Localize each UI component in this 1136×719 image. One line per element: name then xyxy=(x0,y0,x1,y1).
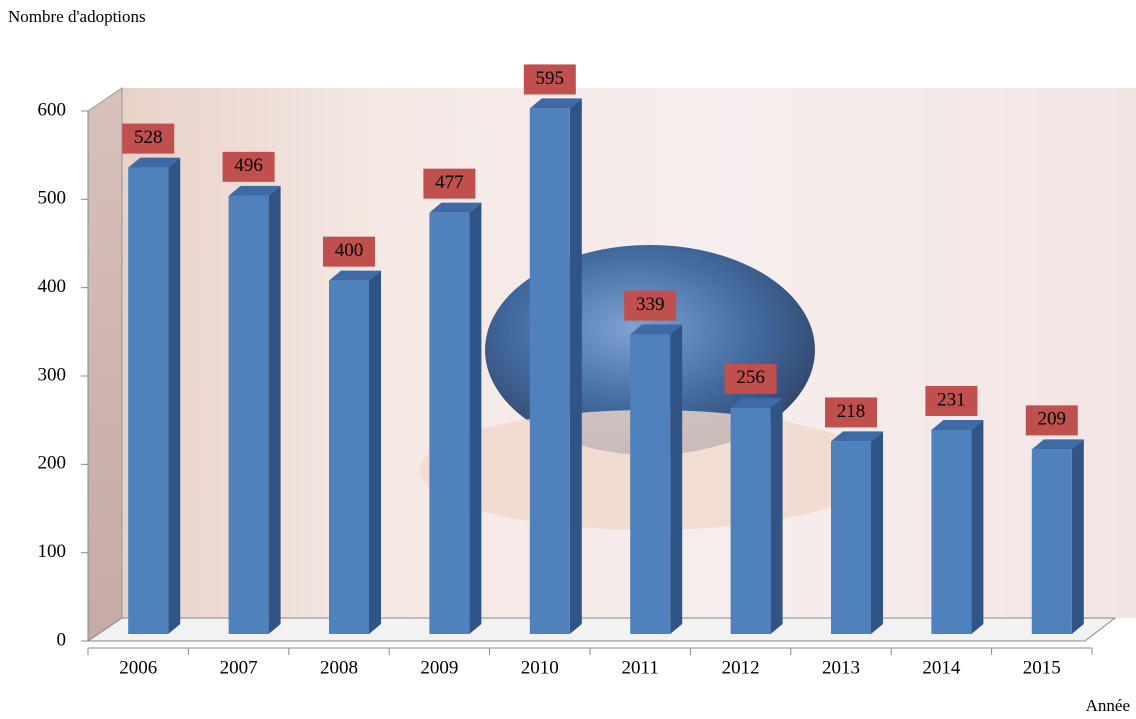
value-label: 528 xyxy=(134,127,163,148)
x-tick-label: 2008 xyxy=(320,657,358,678)
value-label: 477 xyxy=(435,172,464,193)
value-label: 256 xyxy=(736,367,765,388)
bar-side xyxy=(268,185,281,634)
value-label: 595 xyxy=(536,68,565,89)
bar-side xyxy=(569,98,582,634)
x-tick-label: 2010 xyxy=(521,657,559,678)
value-label-box xyxy=(925,385,978,416)
bar xyxy=(128,167,169,634)
bar xyxy=(931,429,972,634)
value-label: 496 xyxy=(234,155,263,176)
bar-top xyxy=(831,431,883,442)
y-tick-label: 200 xyxy=(38,453,67,474)
x-tick-label: 2009 xyxy=(420,657,458,678)
bar xyxy=(831,441,871,634)
bar-top xyxy=(931,419,984,430)
bar xyxy=(329,280,369,634)
x-tick-label: 2013 xyxy=(822,657,860,678)
bar-top xyxy=(228,185,281,196)
bar xyxy=(228,195,269,634)
y-tick-label: 600 xyxy=(38,99,67,120)
bar xyxy=(730,407,771,634)
bar-top xyxy=(329,270,381,281)
value-label-box xyxy=(624,290,677,321)
value-label-box xyxy=(523,64,576,95)
y-tick-label: 100 xyxy=(38,541,67,562)
bar xyxy=(429,212,470,634)
value-label-box xyxy=(1025,405,1078,436)
value-label-box xyxy=(222,151,275,182)
y-tick-label: 400 xyxy=(38,276,67,297)
bar-side xyxy=(1071,439,1084,634)
x-tick-label: 2007 xyxy=(220,657,258,678)
value-label: 339 xyxy=(636,294,665,315)
bar-top xyxy=(1031,439,1084,450)
x-tick-label: 2011 xyxy=(622,657,659,678)
bar xyxy=(630,334,671,634)
x-axis-title: Année xyxy=(1086,696,1130,715)
bar-side xyxy=(971,419,984,634)
bar-top xyxy=(529,98,582,109)
bar xyxy=(529,108,570,634)
bar-top xyxy=(128,157,181,168)
value-label-box xyxy=(724,363,777,394)
value-label-box xyxy=(825,397,877,428)
value-label: 218 xyxy=(837,401,866,422)
value-label-box xyxy=(323,236,375,267)
bar-side xyxy=(369,270,381,634)
bar-side xyxy=(670,324,683,634)
y-tick-label: 500 xyxy=(38,188,67,209)
bar-top xyxy=(630,324,683,335)
x-tick-label: 2014 xyxy=(922,657,961,678)
y-axis-title: Nombre d'adoptions xyxy=(8,7,146,26)
x-tick-label: 2012 xyxy=(722,657,760,678)
x-tick-label: 2006 xyxy=(119,657,157,678)
bar-side xyxy=(469,202,482,634)
value-label: 400 xyxy=(335,240,364,261)
bar-side xyxy=(168,157,181,634)
y-tick-label: 300 xyxy=(38,364,67,385)
bar-top xyxy=(730,397,783,408)
value-label: 209 xyxy=(1038,409,1067,430)
bar-side xyxy=(871,431,883,634)
bar-side xyxy=(770,397,783,634)
bar-top xyxy=(429,202,482,213)
value-label-box xyxy=(122,123,175,154)
y-tick-label: 0 xyxy=(57,629,67,650)
bar xyxy=(1031,449,1072,634)
back-wall xyxy=(87,87,123,642)
x-tick-label: 2015 xyxy=(1023,657,1061,678)
value-label-box xyxy=(423,168,476,199)
value-label: 231 xyxy=(937,389,966,410)
